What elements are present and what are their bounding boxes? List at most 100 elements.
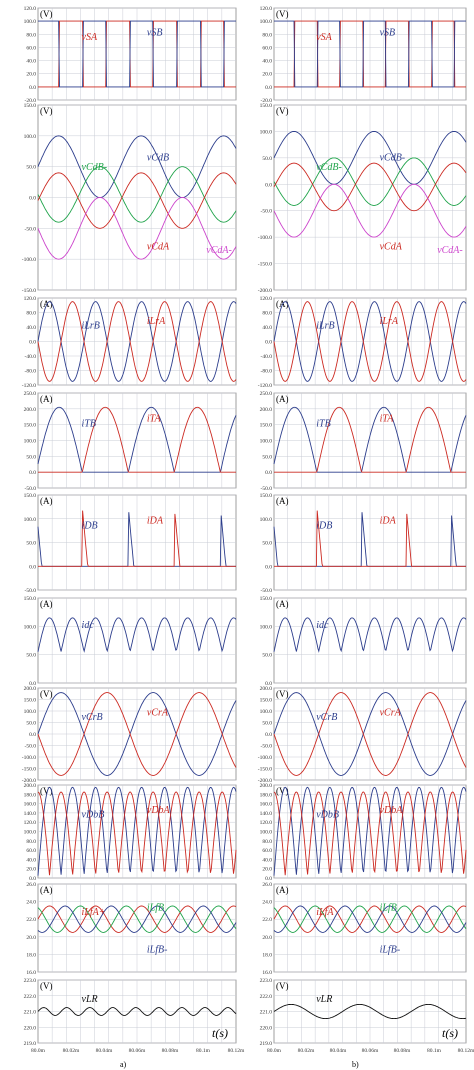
series-label: vCrB [82, 712, 103, 723]
y-tick-label: 200.0 [24, 407, 37, 413]
y-tick-label: 140.0 [24, 811, 37, 817]
panel-idc-a: 150.0 100.0 50.0 0.0 (A) idc [24, 596, 237, 687]
x-tick-label: 80.08m [162, 1048, 179, 1054]
y-tick-label: 60.0 [262, 848, 272, 854]
series-label: vDbA [380, 805, 404, 816]
unit-label: (A) [40, 299, 53, 309]
unit-label: (A) [40, 885, 53, 895]
y-tick-label: 223.0 [24, 978, 37, 984]
y-tick-label: 40.0 [26, 325, 36, 331]
series-vCdA [37, 172, 237, 229]
y-tick-label: 120.0 [260, 296, 273, 302]
y-tick-label: 50.0 [262, 454, 272, 460]
series-vCrB [273, 692, 467, 776]
series-label: idc [82, 620, 95, 631]
y-tick-label: 200.0 [260, 686, 273, 692]
series-vSA [38, 20, 236, 88]
y-tick-label: -150.0 [258, 262, 272, 268]
series-iLrA [37, 301, 237, 382]
panel-iT-b: 250.0 200.0 150.0 100.0 50.0 0.0 -50.0 (A) iTB iT… [260, 391, 467, 492]
series-label: iTA [147, 414, 162, 425]
series-vDbB [273, 786, 467, 876]
series-iTA [274, 406, 466, 473]
y-tick-label: 160.0 [260, 802, 273, 808]
series-label: vSB [380, 28, 396, 39]
panel-idc-b: 150.0 100.0 50.0 0.0 (A) idc [260, 596, 467, 687]
panel-vCd-b: 150.0 100.0 50.0 0.0 -50.0 -100.0 -150.0 -200.0… [258, 103, 467, 294]
series-iLfB [273, 905, 467, 933]
series-vCdA- [273, 183, 467, 238]
series-label: vCdA [380, 241, 403, 252]
series-vCdA- [37, 197, 237, 260]
y-tick-label: 150.0 [24, 423, 37, 429]
time-axis-label: t(s) [212, 1026, 228, 1040]
y-tick-label: 180.0 [260, 792, 273, 798]
series-label: vDbB [316, 810, 339, 821]
series-label: vSB [147, 28, 163, 39]
y-tick-label: 40.0 [26, 59, 36, 65]
x-tick-label: 80.1m [427, 1048, 442, 1054]
y-tick-label: -200.0 [258, 778, 272, 784]
series-label: vSA [316, 32, 332, 43]
series-idc [273, 617, 467, 653]
y-tick-label: 40.0 [262, 325, 272, 331]
y-tick-label: 80.0 [26, 32, 36, 38]
y-tick-label: 0.0 [265, 564, 272, 570]
series-vCdB- [37, 166, 237, 223]
series-label: iLfA [316, 907, 334, 918]
series-label: vCdA- [206, 245, 232, 256]
series-label: iLrB [316, 320, 334, 331]
series-label: vDbB [82, 810, 105, 821]
y-tick-label: -150.0 [22, 767, 36, 773]
y-tick-label: 150.0 [24, 596, 37, 602]
y-tick-label: 100.0 [260, 709, 273, 715]
panel-vLR-a: 223.0 222.0 221.0 220.0 219.0 (V) vLR [24, 978, 237, 1047]
y-tick-label: 50.0 [262, 156, 272, 162]
y-tick-label: -50.0 [261, 744, 273, 750]
y-tick-label: 100.0 [24, 709, 37, 715]
panel-vCr-a: 200.0 150.0 100.0 50.0 0.0 -50.0 -100.0 -150.0 -… [22, 686, 237, 784]
y-tick-label: 0.0 [265, 470, 272, 476]
y-tick-label: -50.0 [25, 226, 37, 232]
y-tick-label: 18.0 [262, 952, 272, 958]
y-tick-label: 150.0 [24, 493, 37, 499]
y-tick-label: 100.0 [260, 517, 273, 523]
y-tick-label: 150.0 [24, 103, 37, 109]
series-label: iLfB- [380, 945, 401, 956]
y-tick-label: 100.0 [260, 624, 273, 630]
y-tick-label: 40.0 [26, 857, 36, 863]
x-tick-label: 80.06m [129, 1048, 146, 1054]
y-tick-label: 0.0 [29, 876, 36, 882]
panel-vS-b: 120.0 100.0 80.0 60.0 40.0 20.0 0.0 -20.0 (V) vSA… [260, 6, 467, 104]
x-tick-label: 80.04m [96, 1048, 113, 1054]
series-label: iLrA [147, 316, 166, 327]
series-vCdB [273, 130, 467, 185]
series-label: iDB [82, 520, 98, 531]
unit-label: (V) [40, 689, 53, 699]
caption-b: b) [352, 1060, 359, 1069]
y-tick-label: -50.0 [261, 209, 273, 215]
y-tick-label: 120.0 [24, 6, 37, 12]
y-tick-label: 0.0 [265, 732, 272, 738]
series-label: vSA [82, 32, 98, 43]
y-tick-label: 18.0 [26, 952, 36, 958]
y-tick-label: 100.0 [260, 439, 273, 445]
series-label: iLfB [147, 902, 164, 913]
series-iLrA [273, 301, 467, 382]
y-tick-label: 100.0 [24, 439, 37, 445]
panel-iLr-b: 120.080.040.00.0-40.0-80.0-120.0(A)iLrB i… [258, 296, 467, 389]
series-iTB [37, 406, 237, 473]
panel-iLf-a: 26.0 24.0 22.0 20.0 18.0 16.0 (A) iLfA+ iLfB iLfB… [26, 882, 237, 976]
series-vCdA [273, 162, 467, 212]
y-tick-label: 22.0 [26, 917, 36, 923]
y-tick-label: 80.0 [26, 311, 36, 317]
y-tick-label: 160.0 [24, 802, 37, 808]
y-tick-label: 16.0 [26, 970, 36, 976]
y-tick-label: -50.0 [25, 744, 37, 750]
y-tick-label: 100.0 [260, 129, 273, 135]
y-tick-label: 100.0 [24, 19, 37, 25]
y-tick-label: 80.0 [262, 839, 272, 845]
series-iDA [274, 510, 466, 567]
x-tick-label: 80.0m [31, 1048, 46, 1054]
